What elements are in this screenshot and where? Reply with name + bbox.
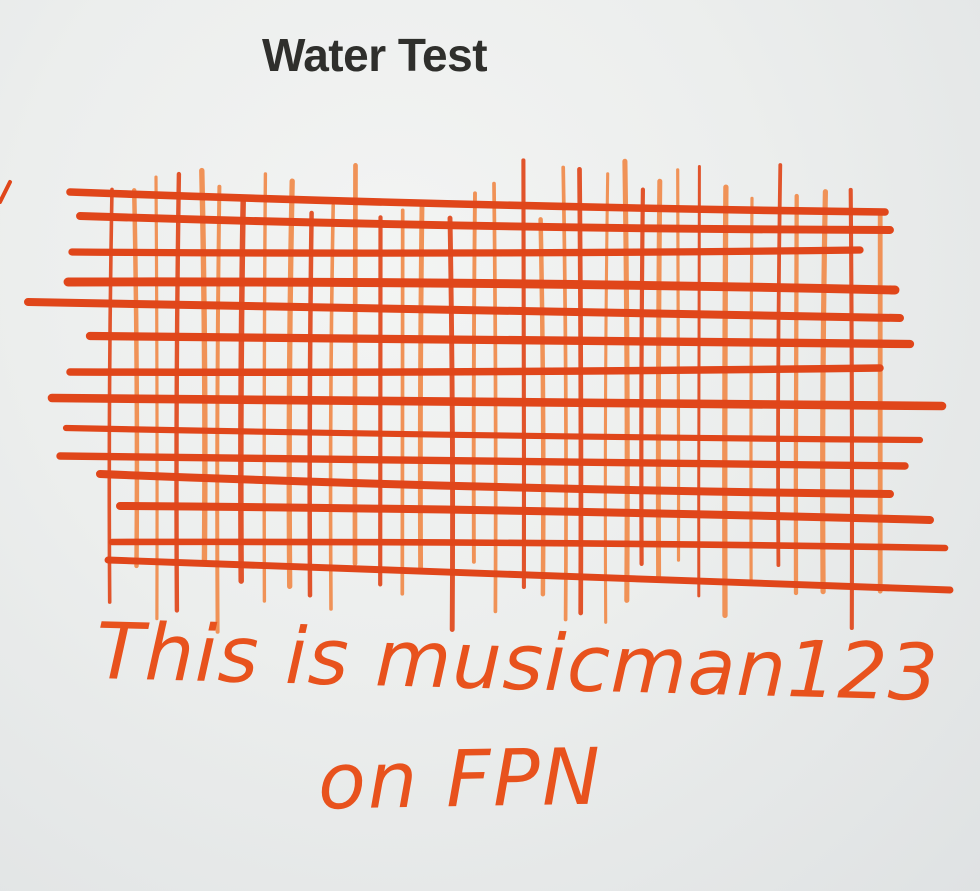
horizontal-stroke — [96, 470, 894, 498]
vertical-stroke — [561, 165, 568, 622]
vertical-stroke — [820, 189, 828, 595]
vertical-stroke — [655, 178, 663, 580]
vertical-stroke — [776, 163, 783, 567]
vertical-stroke — [749, 196, 754, 582]
horizontal-stroke — [66, 188, 889, 216]
horizontal-stroke — [62, 424, 924, 444]
horizontal-ink-strokes — [24, 188, 954, 594]
vertical-stroke — [538, 217, 546, 597]
vertical-stroke — [131, 188, 140, 569]
horizontal-stroke — [76, 212, 894, 234]
vertical-stroke — [639, 187, 645, 566]
horizontal-stroke — [116, 502, 934, 524]
horizontal-stroke — [24, 298, 904, 322]
vertical-stroke — [417, 202, 425, 573]
vertical-stroke — [262, 172, 268, 603]
handwritten-line-2: on FPN — [317, 732, 603, 828]
margin-ink-mark — [0, 180, 12, 204]
horizontal-stroke — [66, 364, 884, 377]
vertical-stroke — [793, 193, 799, 596]
horizontal-stroke — [63, 277, 900, 295]
vertical-stroke — [697, 165, 701, 598]
vertical-stroke — [603, 172, 610, 624]
page-title: Water Test — [262, 29, 488, 81]
horizontal-stroke — [85, 331, 915, 349]
horizontal-stroke — [104, 556, 954, 594]
vertical-stroke — [286, 178, 295, 589]
vertical-stroke — [676, 168, 681, 562]
vertical-stroke — [492, 181, 498, 614]
vertical-stroke — [328, 203, 335, 611]
horizontal-stroke — [68, 246, 864, 257]
horizontal-stroke — [108, 538, 949, 552]
horizontal-stroke — [47, 393, 947, 411]
horizontal-stroke — [56, 452, 909, 470]
vertical-stroke — [174, 171, 182, 613]
vertical-stroke — [215, 184, 222, 634]
vertical-stroke — [238, 197, 246, 584]
